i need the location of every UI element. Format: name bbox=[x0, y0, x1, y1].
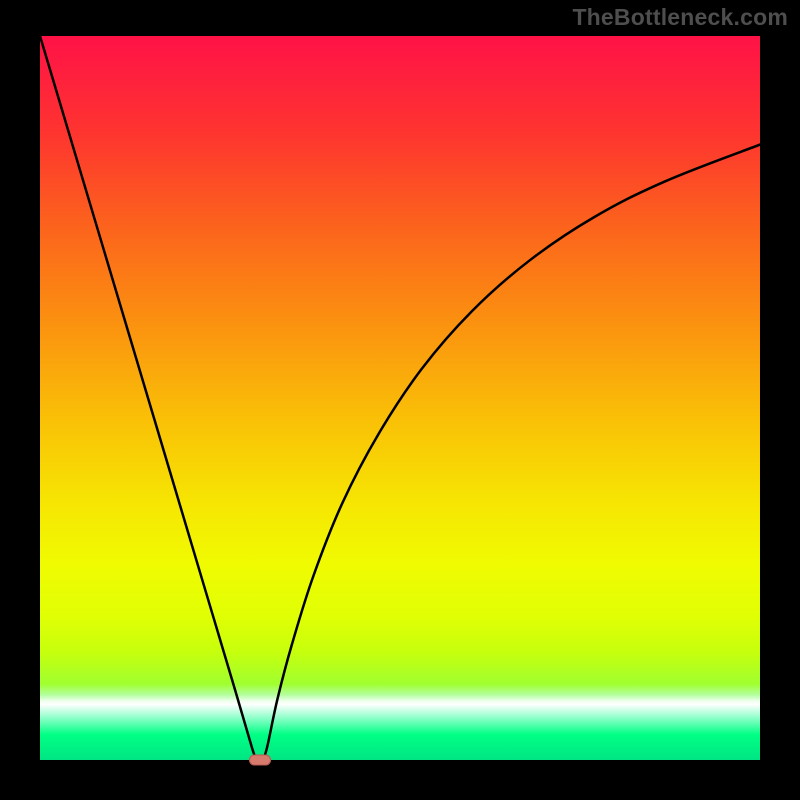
plot-svg bbox=[40, 36, 760, 760]
min-marker bbox=[249, 755, 271, 766]
plot-area bbox=[40, 36, 760, 760]
chart-frame: TheBottleneck.com bbox=[0, 0, 800, 800]
watermark-text: TheBottleneck.com bbox=[572, 4, 788, 31]
